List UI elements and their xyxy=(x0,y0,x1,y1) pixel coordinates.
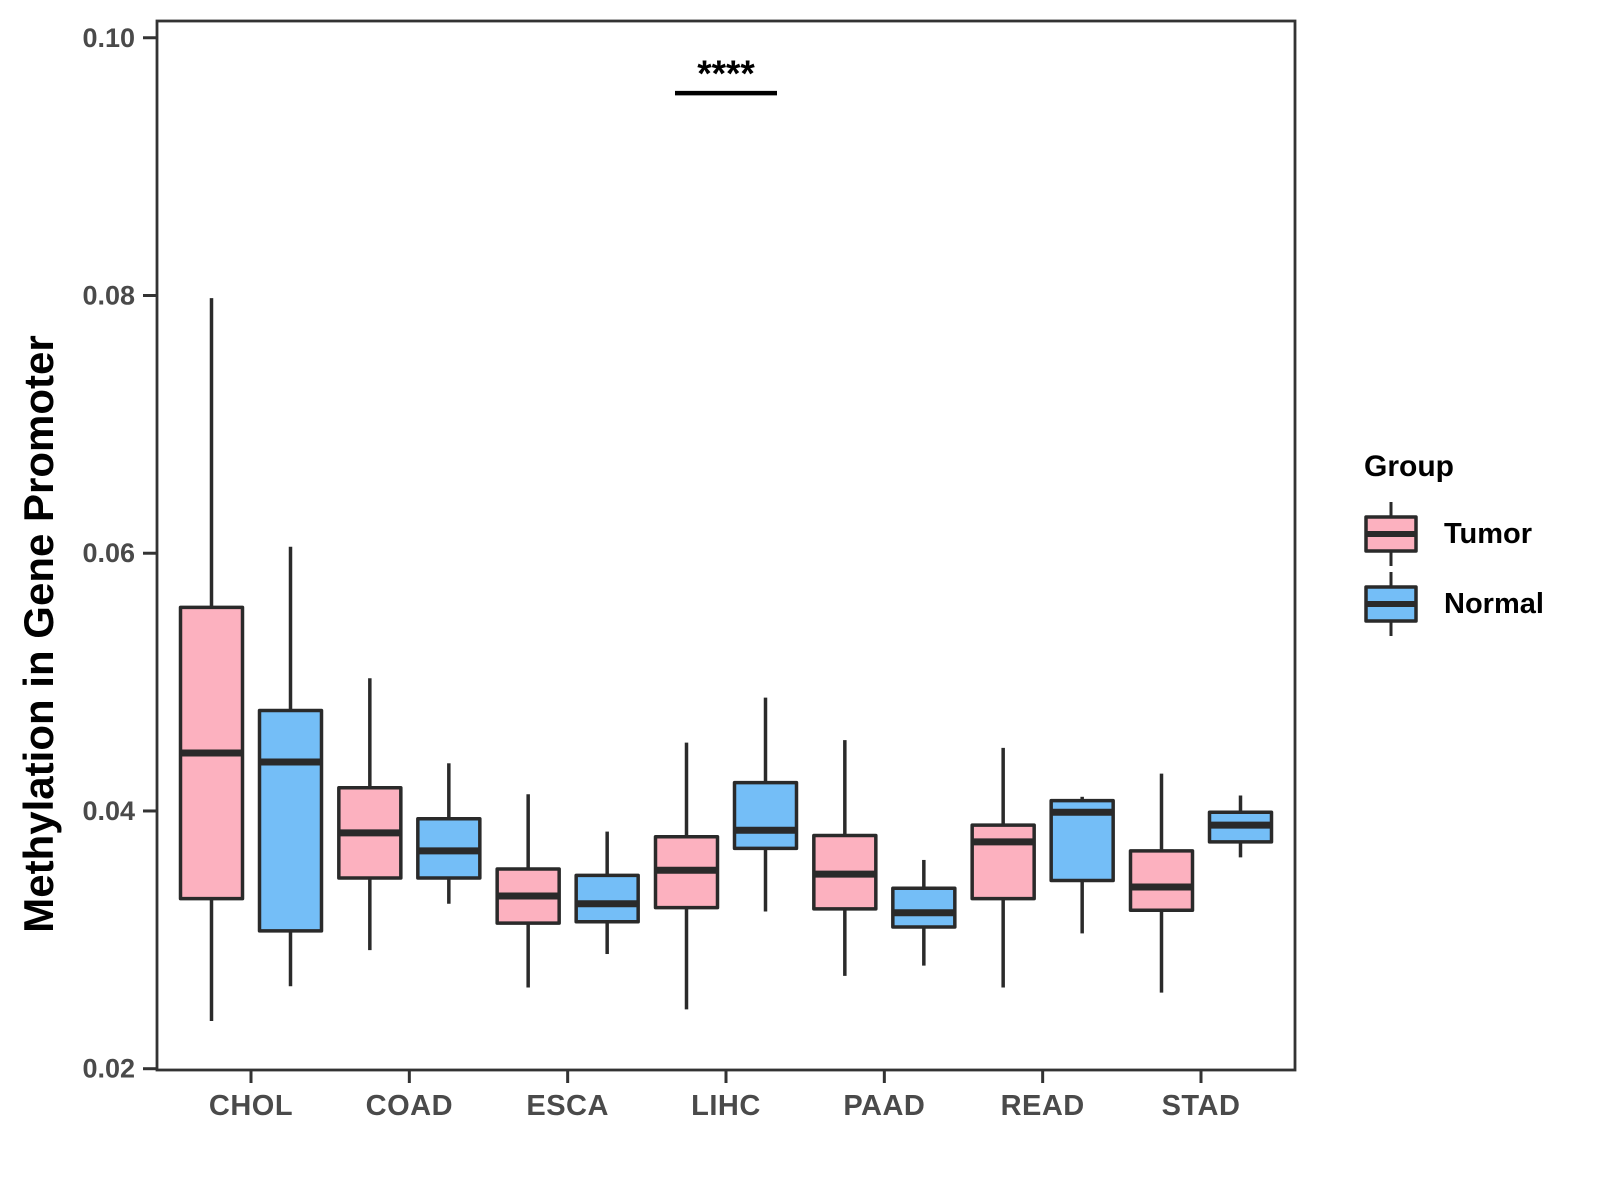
iqr-box xyxy=(1128,849,1195,912)
box-read-tumor xyxy=(970,747,1036,988)
box-esca-tumor xyxy=(495,794,561,988)
box-read-normal xyxy=(1049,796,1115,934)
iqr-box xyxy=(574,873,640,924)
y-tick-label: 0.06 xyxy=(82,538,135,568)
legend-title: Group xyxy=(1364,450,1454,483)
y-axis-title: Methylation in Gene Promoter xyxy=(15,335,62,933)
tumor-boxplot-key-icon xyxy=(1364,502,1418,566)
legend: Group Tumor Normal xyxy=(1362,450,1544,639)
legend-item-normal: Normal xyxy=(1362,569,1544,639)
y-tick-label: 0.02 xyxy=(82,1054,135,1084)
x-tick-label-lihc: LIHC xyxy=(691,1090,761,1122)
normal-boxplot-key-icon xyxy=(1364,572,1418,636)
x-tick-label-stad: STAD xyxy=(1162,1090,1241,1122)
box-chol-tumor xyxy=(178,298,245,1022)
box-lihc-tumor xyxy=(653,742,720,1010)
iqr-box xyxy=(891,886,957,929)
x-tick-label-paad: PAAD xyxy=(843,1090,925,1122)
y-axis: 0.02 0.04 0.06 0.08 0.10 xyxy=(82,23,157,1084)
panel-border xyxy=(155,19,1297,1072)
y-tick-label: 0.08 xyxy=(82,280,135,310)
iqr-box xyxy=(257,708,324,933)
legend-label-tumor: Tumor xyxy=(1444,517,1533,550)
box-paad-tumor xyxy=(812,740,878,976)
iqr-box xyxy=(970,823,1036,901)
y-tick-label: 0.04 xyxy=(82,796,135,826)
box-paad-normal xyxy=(891,859,957,966)
x-tick-label-chol: CHOL xyxy=(209,1090,293,1122)
iqr-box xyxy=(732,780,799,851)
significance-stars: **** xyxy=(697,53,755,94)
y-tick-label: 0.10 xyxy=(82,23,135,53)
box-chol-normal xyxy=(257,546,324,987)
x-tick-label-esca: ESCA xyxy=(526,1090,609,1122)
x-tick-label-read: READ xyxy=(1001,1090,1085,1122)
x-tick-label-coad: COAD xyxy=(366,1090,453,1122)
box-coad-normal xyxy=(416,763,482,904)
x-axis: CHOL COAD ESCA LIHC PAAD READ STAD xyxy=(209,1070,1240,1122)
box-stad-normal xyxy=(1207,795,1274,858)
box-lihc-normal xyxy=(732,697,799,912)
box-esca-normal xyxy=(574,831,640,955)
box-coad-tumor xyxy=(337,678,403,951)
legend-item-tumor: Tumor xyxy=(1362,499,1544,569)
legend-label-normal: Normal xyxy=(1444,587,1544,620)
box-stad-tumor xyxy=(1128,773,1195,993)
significance-annotation: **** xyxy=(675,53,777,96)
